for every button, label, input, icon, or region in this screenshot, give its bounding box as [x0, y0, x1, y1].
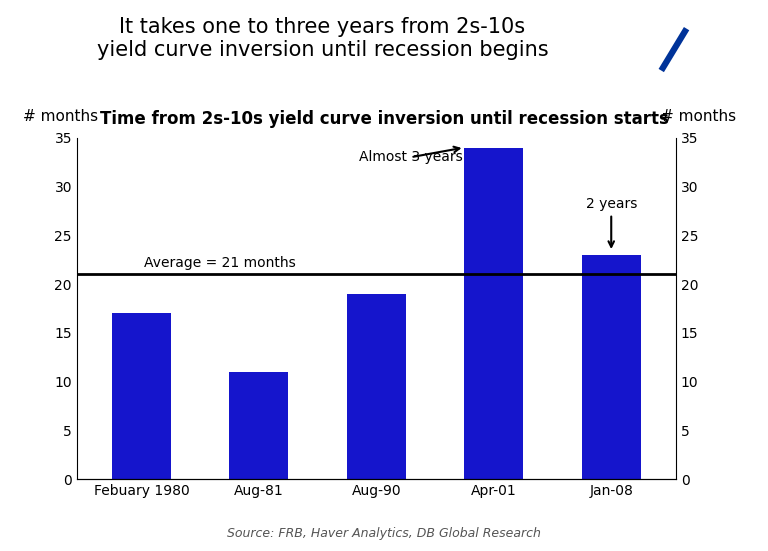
Text: 2 years: 2 years [585, 197, 637, 247]
Text: Average = 21 months: Average = 21 months [144, 256, 296, 269]
FancyBboxPatch shape [650, 26, 698, 73]
Text: # months: # months [23, 109, 98, 124]
Text: It takes one to three years from 2s-10s
yield curve inversion until recession be: It takes one to three years from 2s-10s … [97, 17, 548, 60]
Bar [347, 294, 406, 479]
Bar [112, 314, 170, 479]
Bar [230, 372, 288, 479]
Text: Source: FRB, Haver Analytics, DB Global Research: Source: FRB, Haver Analytics, DB Global … [227, 527, 541, 540]
Text: Time from 2s-10s yield curve inversion until recession starts: Time from 2s-10s yield curve inversion u… [100, 110, 668, 128]
Bar [465, 148, 523, 479]
Text: # months: # months [660, 109, 736, 124]
Bar [582, 255, 641, 479]
Text: Almost 3 years: Almost 3 years [359, 147, 462, 164]
